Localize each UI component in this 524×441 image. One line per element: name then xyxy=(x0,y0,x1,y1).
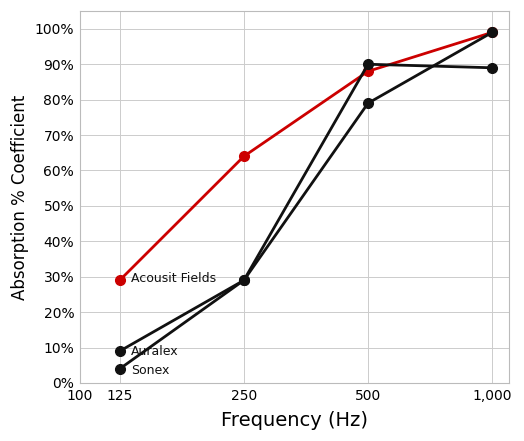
Text: Acousit Fields: Acousit Fields xyxy=(131,272,216,285)
Text: Auralex: Auralex xyxy=(131,344,179,358)
Text: Sonex: Sonex xyxy=(131,364,169,377)
X-axis label: Frequency (Hz): Frequency (Hz) xyxy=(221,411,368,430)
Y-axis label: Absorption % Coefficient: Absorption % Coefficient xyxy=(11,94,29,300)
